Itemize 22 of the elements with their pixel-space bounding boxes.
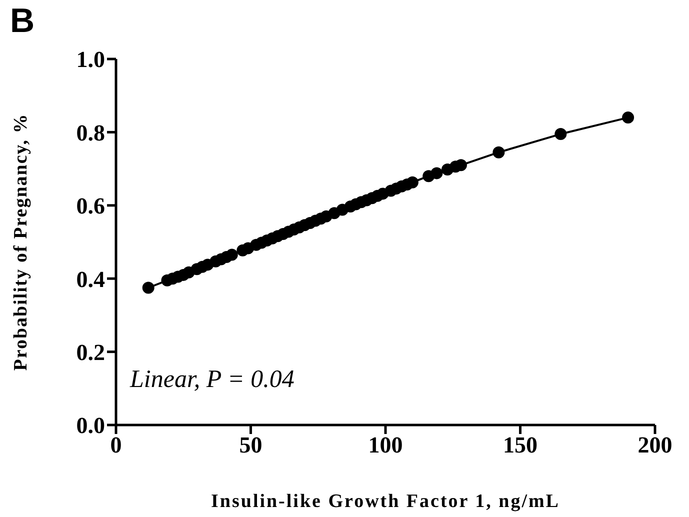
point [492, 146, 505, 158]
point [554, 128, 567, 140]
x-tick-label: 150 [503, 432, 538, 458]
point [226, 248, 238, 261]
point [142, 282, 154, 294]
x-axis-title: Insulin-like Growth Factor 1, ng/mL [211, 491, 560, 512]
y-tick-label: 0.4 [76, 266, 106, 292]
x-tick-label: 0 [110, 432, 122, 458]
y-tick-label: 0.8 [76, 120, 105, 146]
x-tick-label: 50 [239, 432, 262, 458]
annotation: Linear, P = 0.04 [130, 366, 294, 394]
y-tick-label: 1.0 [76, 47, 105, 72]
point [430, 167, 443, 180]
point [622, 112, 634, 124]
y-tick-label: 0.6 [76, 194, 105, 219]
y-axis-title: Probability of Pregnancy, % [10, 113, 32, 371]
y-tick-label: 0.2 [76, 340, 105, 365]
y-tick-label: 0.0 [76, 413, 105, 438]
x-tick-label: 200 [638, 432, 672, 458]
point [406, 176, 418, 188]
x-tick-label: 100 [368, 432, 403, 458]
chart-title: B [10, 2, 35, 41]
